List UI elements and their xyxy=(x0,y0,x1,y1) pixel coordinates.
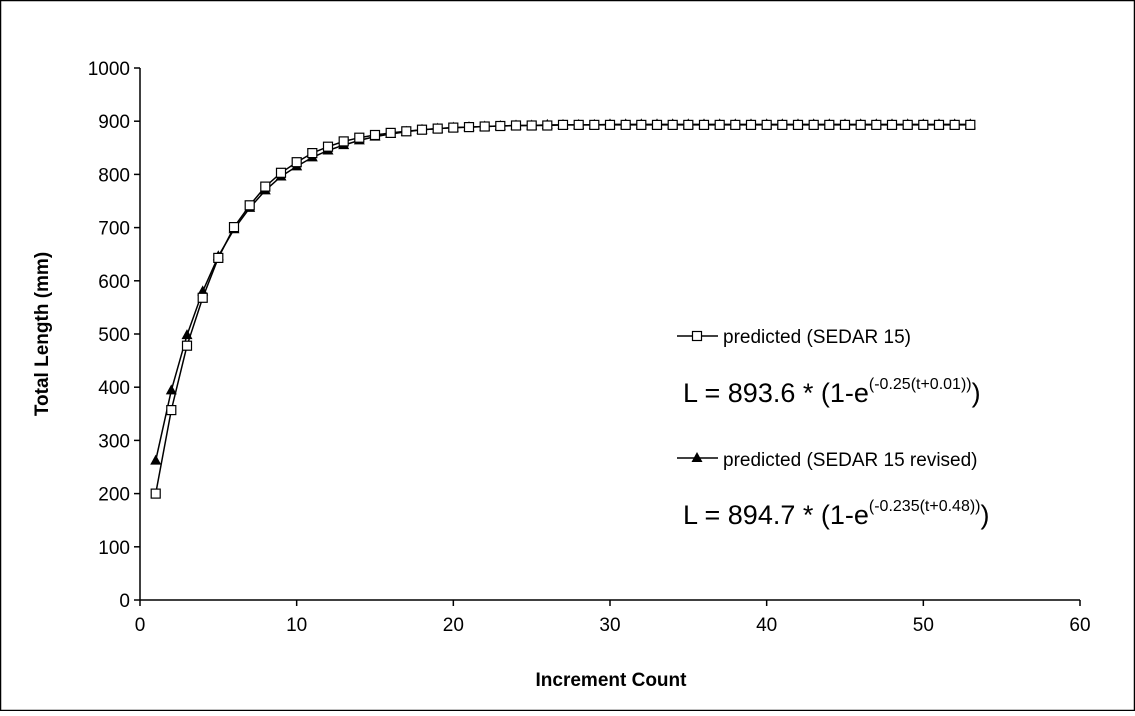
data-point-sedar15 xyxy=(495,120,506,132)
data-point-sedar15-revised xyxy=(150,454,162,465)
x-tick-label: 50 xyxy=(913,615,934,636)
data-point-sedar15 xyxy=(933,119,945,131)
y-tick-label: 100 xyxy=(98,538,130,559)
data-point-sedar15 xyxy=(855,119,866,131)
legend-marker-filled-triangle xyxy=(691,452,703,462)
legend-marker-open-square xyxy=(691,330,703,342)
x-tick-label: 20 xyxy=(443,615,464,636)
data-point-sedar15 xyxy=(667,119,678,131)
data-point-sedar15 xyxy=(620,119,631,131)
data-point-sedar15 xyxy=(761,119,772,131)
data-point-sedar15 xyxy=(401,126,412,137)
y-tick-label: 500 xyxy=(98,325,130,346)
data-point-sedar15 xyxy=(479,121,490,132)
equation-sedar15-base: L = 893.6 * (1-e xyxy=(683,378,869,408)
data-point-sedar15 xyxy=(808,119,819,131)
data-point-sedar15 xyxy=(275,167,287,178)
x-tick-label: 60 xyxy=(1069,615,1090,636)
data-point-sedar15 xyxy=(385,127,396,138)
data-point-sedar15 xyxy=(354,132,365,143)
data-point-sedar15 xyxy=(745,119,757,131)
data-point-sedar15 xyxy=(542,120,553,131)
data-point-sedar15 xyxy=(698,119,710,131)
data-point-sedar15 xyxy=(463,121,475,133)
y-tick-label: 300 xyxy=(98,431,130,452)
data-point-sedar15 xyxy=(871,119,882,131)
equation-sedar15-revised: L = 894.7 * (1-e(-0.235(t+0.48))) xyxy=(683,498,990,530)
y-axis-ticks: 0 100 200 300 400 500 600 700 800 900 1000 xyxy=(88,59,140,612)
legend: predicted (SEDAR 15) predicted (SEDAR 15… xyxy=(677,327,978,471)
data-point-sedar15 xyxy=(636,119,647,131)
data-point-sedar15 xyxy=(949,119,960,131)
y-tick-label: 600 xyxy=(98,272,130,293)
data-point-sedar15 xyxy=(839,119,851,131)
data-point-sedar15 xyxy=(683,119,694,131)
data-point-sedar15 xyxy=(338,136,349,147)
data-point-sedar15 xyxy=(197,292,208,303)
equation-sedar15-revised-base: L = 894.7 * (1-e xyxy=(683,500,869,530)
x-tick-label: 30 xyxy=(599,615,620,636)
data-point-sedar15 xyxy=(244,200,255,211)
equation-sedar15-revised-exponent: (-0.235(t+0.48)) xyxy=(869,498,981,515)
series-layer xyxy=(150,118,976,499)
y-tick-label: 200 xyxy=(98,485,130,506)
data-point-sedar15 xyxy=(714,119,725,131)
data-point-sedar15 xyxy=(886,119,898,131)
data-point-sedar15 xyxy=(181,340,193,351)
series-sedar15 xyxy=(150,119,976,499)
y-tick-label: 800 xyxy=(98,165,130,186)
data-point-sedar15 xyxy=(604,119,616,131)
data-point-sedar15 xyxy=(150,488,161,499)
y-tick-label: 400 xyxy=(98,378,130,399)
x-tick-label: 0 xyxy=(135,615,146,636)
data-point-sedar15 xyxy=(369,129,381,141)
y-axis-title: Total Length (mm) xyxy=(32,252,53,416)
y-tick-label: 1000 xyxy=(88,59,130,80)
legend-label-sedar15: predicted (SEDAR 15) xyxy=(723,327,911,348)
data-point-sedar15 xyxy=(824,119,835,131)
data-point-sedar15 xyxy=(260,181,271,192)
data-point-sedar15 xyxy=(589,119,600,131)
data-point-sedar15 xyxy=(792,119,804,131)
data-point-sedar15-revised xyxy=(165,384,177,395)
data-point-sedar15 xyxy=(902,119,913,131)
data-point-sedar15 xyxy=(166,405,177,416)
equation-sedar15-exponent: (-0.25(t+0.01)) xyxy=(869,376,972,393)
data-point-sedar15 xyxy=(557,119,569,131)
x-axis-title: Increment Count xyxy=(536,670,688,691)
data-point-sedar15 xyxy=(573,119,584,131)
legend-item-sedar15: predicted (SEDAR 15) xyxy=(677,327,911,348)
data-point-sedar15 xyxy=(213,252,224,263)
data-point-sedar15 xyxy=(448,122,459,133)
x-axis-ticks: 0 10 20 30 40 50 60 xyxy=(135,600,1091,636)
x-tick-label: 40 xyxy=(756,615,777,636)
data-point-sedar15 xyxy=(291,157,302,168)
data-point-sedar15 xyxy=(228,222,240,233)
data-point-sedar15 xyxy=(307,148,318,159)
data-point-sedar15 xyxy=(651,119,663,131)
data-point-sedar15 xyxy=(510,120,522,131)
y-tick-label: 700 xyxy=(98,219,130,240)
equation-sedar15-close: ) xyxy=(972,378,981,408)
data-point-sedar15 xyxy=(730,119,741,131)
data-point-sedar15 xyxy=(416,124,428,135)
data-point-sedar15 xyxy=(777,119,788,131)
data-point-sedar15 xyxy=(322,141,334,152)
legend-item-sedar15-revised: predicted (SEDAR 15 revised) xyxy=(677,450,978,471)
x-tick-label: 10 xyxy=(286,615,307,636)
data-point-sedar15 xyxy=(526,120,537,131)
y-tick-label: 0 xyxy=(119,591,130,612)
legend-label-sedar15-revised: predicted (SEDAR 15 revised) xyxy=(723,450,978,471)
data-point-sedar15 xyxy=(432,123,443,134)
equation-sedar15: L = 893.6 * (1-e(-0.25(t+0.01))) xyxy=(683,376,981,408)
data-point-sedar15 xyxy=(918,119,929,131)
equation-sedar15-revised-close: ) xyxy=(981,500,990,530)
y-tick-label: 900 xyxy=(98,112,130,133)
data-point-sedar15 xyxy=(965,119,976,131)
